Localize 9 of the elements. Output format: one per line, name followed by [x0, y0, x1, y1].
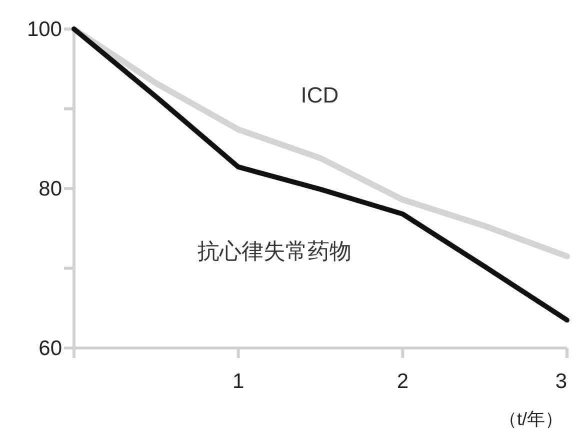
x-tick-label: 2: [396, 370, 409, 393]
series-label: ICD: [300, 82, 339, 108]
y-tick-label: 80: [38, 178, 62, 200]
y-tick-label: 60: [38, 337, 62, 360]
y-tick-label: 100: [26, 18, 62, 41]
x-axis-title: （t/年）: [498, 409, 563, 429]
x-tick-label: 3: [555, 370, 567, 393]
series-label: 抗心律失常药物: [197, 238, 352, 264]
x-tick-label: 1: [232, 370, 244, 393]
